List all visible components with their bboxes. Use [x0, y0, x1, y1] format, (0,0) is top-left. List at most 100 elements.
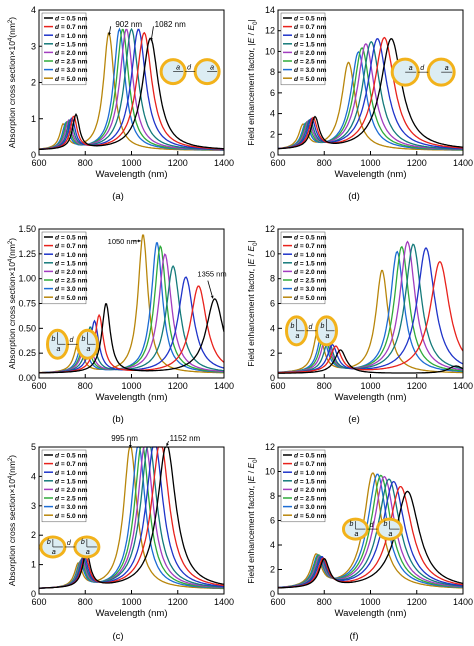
- legend-label: d = 1.0 nm: [55, 470, 88, 477]
- annotation-arrowhead: [166, 443, 169, 447]
- peak-label: 1050 nm: [108, 237, 137, 246]
- x-tick-label: 600: [31, 158, 46, 168]
- y-tick-label: 8: [270, 274, 275, 284]
- legend-label: d = 0.5 nm: [294, 16, 327, 23]
- x-tick-label: 1200: [407, 158, 427, 168]
- y-tick-label: 1: [31, 114, 36, 124]
- caption-b: (b): [112, 414, 124, 425]
- y-axis-label: Absorption cross section×104(nm2): [7, 455, 17, 586]
- legend-label: d = 2.0 nm: [294, 487, 327, 494]
- label-d: d: [309, 324, 314, 331]
- series-line: [39, 446, 225, 590]
- legend-label: d = 3.0 nm: [55, 286, 88, 293]
- legend-a: d = 0.5 nmd = 0.7 nm d = 1.0 nmd = 1.5 nm…: [41, 12, 88, 86]
- x-tick-label: 800: [317, 158, 332, 168]
- x-tick-label: 800: [317, 597, 332, 607]
- y-tick-label: 8: [270, 67, 275, 77]
- x-axis-label: Wavelength (nm): [335, 608, 407, 619]
- x-tick-label: 1000: [121, 158, 141, 168]
- y-tick-label: 0.00: [18, 373, 36, 383]
- legend-box: [280, 449, 326, 523]
- x-tick-label: 1400: [453, 597, 473, 607]
- curves-f: [277, 472, 464, 589]
- y-tick-label: 12: [265, 442, 275, 452]
- x-tick-label: 1200: [168, 381, 188, 391]
- legend-label: d = 2.5 nm: [294, 278, 327, 285]
- series-line: [38, 27, 225, 151]
- x-tick-label: 1000: [360, 597, 380, 607]
- legend-label: d = 1.0 nm: [294, 252, 327, 259]
- core-shell-particle-icon: ba: [315, 315, 338, 347]
- series-line: [277, 473, 464, 589]
- legend-box: [280, 12, 326, 86]
- core-shell-particle-icon: a: [193, 58, 221, 86]
- core-shell-particle-icon: ba: [46, 328, 69, 360]
- label-b: b: [47, 539, 51, 546]
- label-b: b: [81, 539, 85, 546]
- core-shell-particle-icon: a: [159, 58, 187, 86]
- y-tick-label: 10: [265, 249, 275, 259]
- x-tick-label: 1000: [121, 381, 141, 391]
- x-tick-label: 800: [78, 158, 93, 168]
- series-line: [39, 298, 225, 374]
- label-a: a: [326, 333, 330, 340]
- legend-label: d = 0.5 nm: [55, 235, 88, 242]
- legend-label: d = 0.7 nm: [294, 461, 327, 468]
- series-line: [38, 31, 225, 150]
- x-axis-label: Wavelength (nm): [335, 392, 407, 403]
- x-tick-label: 600: [31, 381, 46, 391]
- label-b: b: [291, 323, 295, 330]
- label-d: d: [67, 540, 72, 547]
- label-a: a: [86, 549, 90, 556]
- x-tick-label: 1400: [453, 158, 473, 168]
- y-axis-label: Field enhancement factor, |E / E0|: [246, 240, 259, 366]
- label-a: a: [210, 65, 214, 72]
- label-b: b: [349, 521, 353, 528]
- legend-label: d = 2.0 nm: [55, 269, 88, 276]
- x-tick-label: 1000: [360, 158, 380, 168]
- legend-label: d = 0.5 nm: [55, 453, 88, 460]
- peak-label: 902 nm: [115, 20, 142, 29]
- label-d: d: [187, 65, 192, 72]
- legend-label: d = 0.5 nm: [294, 235, 327, 242]
- core-shell-particle-icon: ba: [341, 517, 369, 541]
- x-tick-label: 1400: [214, 158, 234, 168]
- annotation-arrowhead: [150, 37, 153, 41]
- y-tick-label: 5: [31, 442, 36, 452]
- y-axis-label: Field enhancement factor, |E / E0|: [246, 19, 259, 145]
- peak-label: 1082 nm: [155, 20, 186, 29]
- series-line: [277, 472, 463, 589]
- legend-box: [41, 231, 87, 305]
- peak-label: 1355 nm: [197, 270, 226, 279]
- legend-f: d = 0.5 nmd = 0.7 nm d = 1.0 nmd = 1.5 nm…: [280, 449, 327, 523]
- y-tick-label: 0: [31, 150, 36, 160]
- label-a: a: [445, 65, 449, 72]
- panel-c: 600 800 1000 1200 1400 0 1 2 3 4 5 Wavelength (nm) A…: [7, 434, 234, 619]
- y-tick-label: 0: [270, 589, 275, 599]
- x-tick-label: 1400: [214, 597, 234, 607]
- x-tick-label: 1400: [214, 381, 234, 391]
- legend-label: d = 2.5 nm: [55, 496, 88, 503]
- y-tick-label: 1.50: [18, 224, 36, 234]
- label-a: a: [176, 65, 180, 72]
- legend-label: d = 5.0 nm: [294, 76, 327, 83]
- legend-label: d = 0.7 nm: [55, 24, 88, 31]
- label-a: a: [296, 333, 300, 340]
- y-tick-label: 4: [31, 471, 36, 481]
- label-b: b: [52, 336, 56, 343]
- y-tick-label: 2: [31, 78, 36, 88]
- series-line: [277, 38, 464, 150]
- caption-f: (f): [350, 631, 359, 642]
- legend-label: d = 5.0 nm: [294, 513, 327, 520]
- y-tick-label: 4: [31, 5, 36, 15]
- x-tick-label: 600: [31, 597, 46, 607]
- y-tick-label: 12: [265, 224, 275, 234]
- y-tick-label: 3: [31, 41, 36, 51]
- y-tick-label: 12: [265, 26, 275, 36]
- series-line: [278, 245, 464, 373]
- legend-label: d = 1.5 nm: [294, 41, 327, 48]
- y-tick-label: 6: [270, 516, 275, 526]
